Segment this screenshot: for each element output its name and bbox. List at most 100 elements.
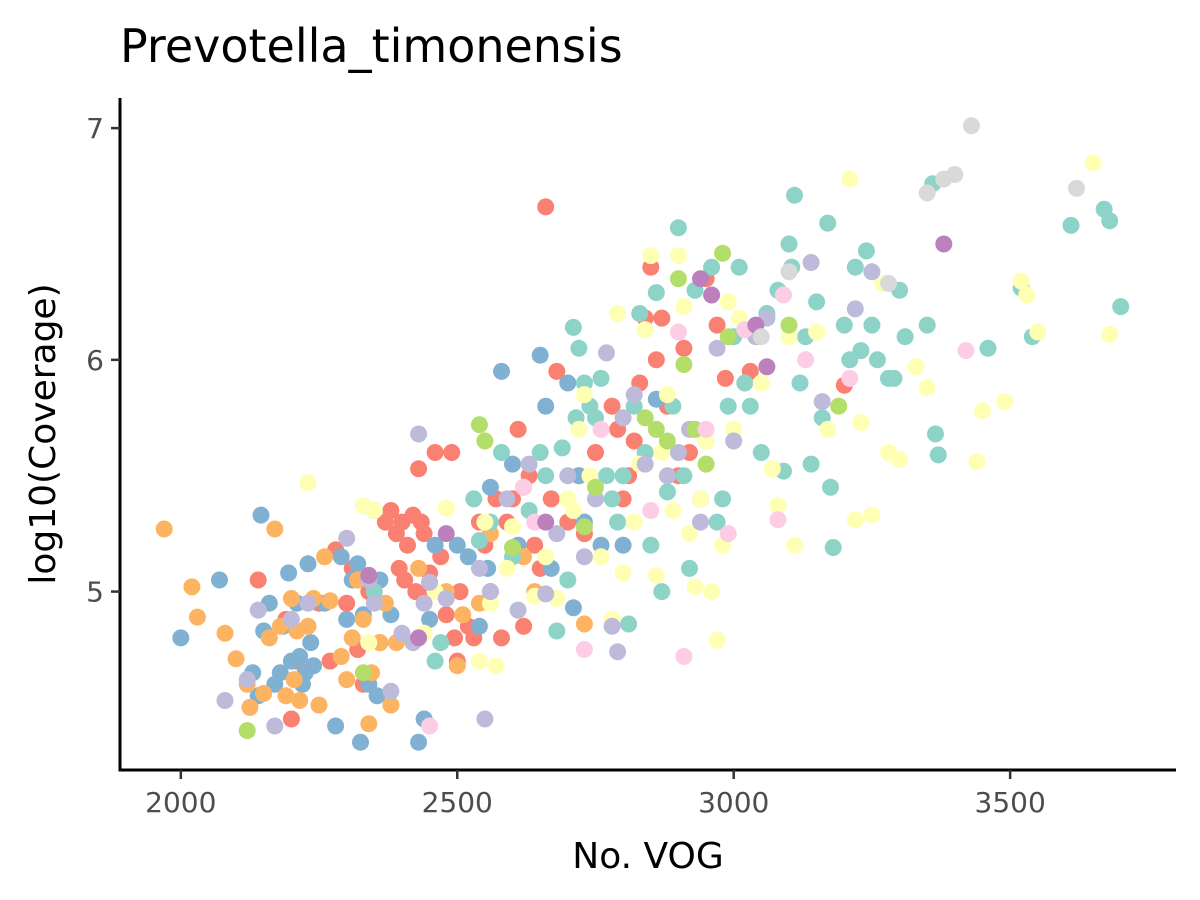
data-point xyxy=(996,393,1014,411)
x-tick-label: 3000 xyxy=(698,786,769,819)
data-point xyxy=(669,444,687,461)
data-point xyxy=(868,351,886,369)
data-point xyxy=(183,578,201,596)
data-point xyxy=(504,455,521,473)
data-point xyxy=(598,344,615,362)
data-point xyxy=(692,490,709,508)
data-point xyxy=(669,270,687,288)
data-point xyxy=(927,425,944,443)
data-point xyxy=(249,571,267,589)
data-point xyxy=(658,432,676,450)
y-axis-title: log10(Coverage) xyxy=(23,283,64,584)
data-point xyxy=(703,583,721,601)
data-point xyxy=(332,548,350,566)
data-point xyxy=(575,386,593,404)
data-point xyxy=(343,629,361,647)
data-point xyxy=(241,698,259,716)
data-point xyxy=(719,525,737,543)
data-point xyxy=(658,467,676,485)
data-point xyxy=(896,328,914,346)
data-point xyxy=(332,648,350,665)
data-point xyxy=(238,671,256,689)
data-point xyxy=(443,444,461,461)
data-point xyxy=(459,548,477,566)
data-point xyxy=(647,566,665,584)
data-point xyxy=(537,467,555,485)
data-point xyxy=(437,606,455,624)
data-point xyxy=(697,455,715,473)
y-tick-label: 6 xyxy=(86,344,104,377)
data-point xyxy=(741,397,759,415)
data-point xyxy=(752,328,770,346)
data-point xyxy=(708,339,726,357)
data-point xyxy=(188,608,206,626)
data-point xyxy=(470,532,488,550)
data-point xyxy=(846,300,864,318)
data-point xyxy=(1101,212,1119,230)
data-point xyxy=(647,284,665,302)
data-point xyxy=(730,258,748,276)
data-point xyxy=(542,490,560,508)
data-point xyxy=(636,409,654,427)
data-point xyxy=(609,305,627,322)
data-point xyxy=(437,499,455,517)
data-point xyxy=(277,687,295,705)
data-point xyxy=(410,425,428,443)
data-point xyxy=(907,358,925,376)
data-point xyxy=(316,548,334,566)
data-point xyxy=(493,444,510,461)
data-point xyxy=(758,358,776,376)
data-point xyxy=(703,258,721,276)
data-point xyxy=(564,502,582,519)
data-point xyxy=(249,601,267,619)
data-point xyxy=(609,643,627,661)
data-point xyxy=(603,490,621,508)
data-point xyxy=(310,696,328,714)
data-point xyxy=(1084,154,1102,172)
data-point xyxy=(564,318,582,336)
data-point xyxy=(780,263,798,281)
data-point xyxy=(537,198,555,216)
data-point xyxy=(299,555,317,573)
data-point xyxy=(470,559,488,577)
data-point xyxy=(681,559,698,577)
data-point xyxy=(603,617,621,635)
x-axis-ticks: 2000 2500 3000 3500 xyxy=(145,770,1046,819)
data-point xyxy=(786,186,803,204)
data-point xyxy=(841,170,859,188)
data-point xyxy=(675,648,693,665)
data-point xyxy=(752,444,770,461)
data-point xyxy=(553,439,571,457)
data-point xyxy=(819,420,837,438)
data-points xyxy=(155,117,1130,751)
data-point xyxy=(863,316,881,334)
data-point xyxy=(537,585,555,603)
data-point xyxy=(614,536,632,554)
data-point xyxy=(493,362,510,380)
data-point xyxy=(813,393,831,411)
data-point xyxy=(974,402,991,420)
data-point xyxy=(575,615,593,633)
data-point xyxy=(548,362,566,380)
data-point xyxy=(575,641,593,658)
data-point xyxy=(465,490,483,508)
data-point xyxy=(1068,179,1085,197)
data-point xyxy=(780,235,798,253)
data-point xyxy=(1018,286,1036,304)
data-point xyxy=(360,715,378,733)
data-point xyxy=(426,536,444,554)
data-point xyxy=(625,513,643,531)
data-point xyxy=(846,511,864,529)
data-point xyxy=(155,520,173,538)
data-point xyxy=(368,687,386,705)
data-point xyxy=(531,444,549,461)
data-point xyxy=(493,629,510,647)
data-point xyxy=(802,254,820,271)
data-point xyxy=(775,286,792,304)
data-point xyxy=(352,733,369,751)
data-point xyxy=(410,559,428,577)
data-point xyxy=(725,432,743,450)
data-point xyxy=(548,622,566,640)
data-point xyxy=(835,316,853,334)
data-point xyxy=(647,351,665,369)
